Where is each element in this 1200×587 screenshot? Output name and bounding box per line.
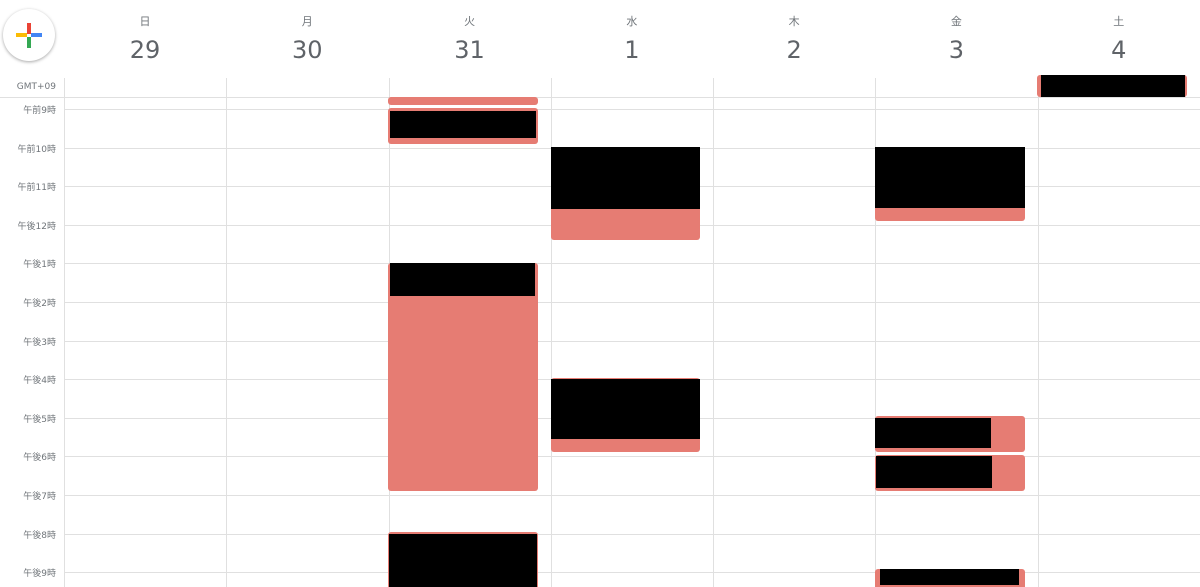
hour-label: 午前9時 — [23, 106, 56, 116]
event[interactable] — [388, 532, 538, 587]
redaction — [880, 569, 1019, 585]
timezone-label: GMT+09 — [16, 82, 56, 92]
redaction — [390, 263, 535, 296]
hour-label: 午前10時 — [17, 144, 56, 155]
redaction — [875, 147, 1025, 208]
hour-line — [64, 263, 1200, 264]
event[interactable] — [388, 97, 538, 105]
event[interactable] — [388, 263, 538, 491]
hour-label: 午後2時 — [23, 299, 56, 309]
weekday-label: 日 — [139, 15, 151, 28]
date-number[interactable]: 3 — [948, 36, 965, 64]
weekday-label: 水 — [626, 15, 638, 28]
event[interactable] — [388, 108, 538, 144]
day-divider — [875, 78, 876, 587]
hour-line — [64, 495, 1200, 496]
day-divider — [64, 78, 65, 587]
hour-line — [64, 109, 1200, 110]
date-number[interactable]: 31 — [454, 36, 485, 64]
event[interactable] — [875, 569, 1025, 587]
redaction — [1041, 75, 1185, 97]
redaction — [876, 456, 992, 488]
hour-label: 午前11時 — [17, 183, 56, 194]
event[interactable] — [1037, 75, 1187, 97]
weekday-label: 金 — [950, 15, 962, 28]
hour-label: 午後5時 — [23, 414, 56, 425]
hour-label: 午後1時 — [23, 260, 56, 271]
day-divider — [551, 78, 552, 587]
date-number[interactable]: 30 — [292, 36, 323, 64]
hour-label: 午後3時 — [23, 337, 56, 348]
date-number[interactable]: 29 — [129, 36, 161, 64]
date-number[interactable]: 4 — [1111, 36, 1127, 64]
event[interactable] — [551, 378, 700, 452]
weekday-label: 土 — [1113, 15, 1125, 28]
weekday-label: 火 — [464, 15, 476, 28]
hour-label: 午後4時 — [23, 376, 56, 387]
hour-line — [64, 534, 1200, 535]
redaction — [551, 379, 700, 439]
hour-line — [64, 302, 1200, 303]
plus-icon — [16, 23, 42, 48]
hour-line — [64, 341, 1200, 342]
hour-label: 午後6時 — [23, 453, 56, 464]
redaction — [390, 111, 536, 138]
hour-label: 午後8時 — [23, 530, 56, 541]
hour-label: 午後9時 — [23, 569, 56, 580]
hour-line — [64, 572, 1200, 573]
date-number[interactable]: 2 — [786, 36, 802, 64]
event[interactable] — [875, 147, 1025, 221]
hour-line — [64, 456, 1200, 457]
event[interactable] — [875, 416, 1025, 452]
redaction — [875, 418, 991, 448]
weekday-label: 木 — [788, 15, 800, 28]
day-divider — [226, 78, 227, 587]
redaction — [551, 147, 700, 209]
create-button[interactable] — [3, 9, 55, 61]
hour-label: 午後12時 — [17, 221, 56, 232]
date-number[interactable]: 1 — [624, 36, 640, 64]
weekday-label: 月 — [301, 15, 313, 28]
hour-label: 午後7時 — [23, 492, 56, 502]
day-divider — [713, 78, 714, 587]
event[interactable] — [551, 147, 700, 240]
event[interactable] — [875, 455, 1025, 491]
redaction — [389, 534, 537, 587]
all-day-divider — [0, 97, 1200, 98]
day-divider — [1038, 78, 1039, 587]
